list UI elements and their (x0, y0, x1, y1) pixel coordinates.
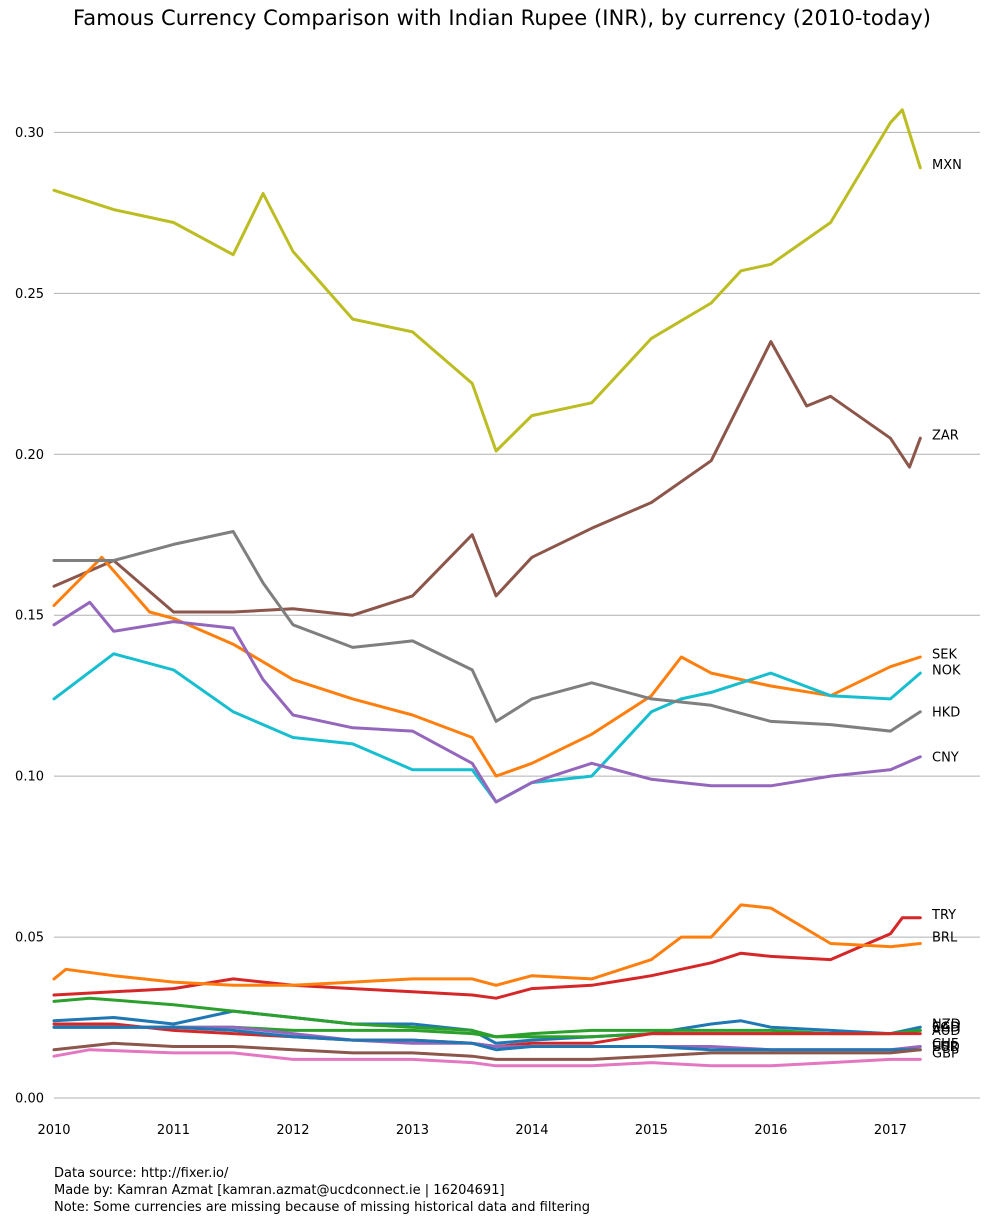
footer-notes: Data source: http://fixer.io/ Made by: K… (54, 1165, 590, 1216)
y-tick-label: 0.05 (15, 931, 44, 946)
series-lines (52, 108, 922, 1068)
series-label-chf: CHF (932, 1037, 958, 1052)
series-line-gbp (52, 1048, 922, 1068)
series-label-sgd: SGD (932, 1021, 960, 1036)
series-label-zar: ZAR (932, 428, 959, 443)
series-label-mxn: MXN (932, 158, 962, 173)
series-line-nok (52, 652, 922, 804)
series-line-eur (52, 1041, 922, 1061)
x-tick-label: 2017 (874, 1123, 907, 1138)
axes: 0.00 0.05 0.10 0.15 0.20 0.25 0.30 2010 2011 2012… (15, 126, 907, 1138)
author-note: Made by: Kamran Azmat [kamran.azmat@ucdc… (54, 1183, 505, 1198)
x-tick-label: 2013 (396, 1123, 429, 1138)
series-label-nzd: NZD (932, 1017, 961, 1032)
series-label-nok: NOK (932, 663, 961, 678)
grid-lines (54, 131, 980, 1099)
x-tick-label: 2010 (37, 1123, 70, 1138)
x-tick-label: 2016 (754, 1123, 787, 1138)
series-line-usd (52, 1025, 922, 1052)
series-line-brl (52, 903, 922, 987)
series-line-try (52, 916, 922, 1000)
series-label-brl: BRL (932, 931, 958, 946)
series-label-hkd: HKD (932, 705, 960, 720)
series-label-gbp: GBP (932, 1046, 959, 1061)
y-tick-label: 0.30 (15, 126, 44, 141)
series-label-usd: USD (932, 1040, 960, 1055)
x-tick-label: 2014 (515, 1123, 548, 1138)
series-label-eur: EUR (932, 1040, 959, 1055)
y-tick-label: 0.00 (15, 1092, 44, 1107)
series-label-sek: SEK (932, 647, 957, 662)
series-label-cad: CAD (932, 1021, 960, 1036)
series-line-nzd (52, 1009, 922, 1045)
x-tick-label: 2011 (157, 1123, 190, 1138)
y-tick-label: 0.10 (15, 770, 44, 785)
y-tick-label: 0.20 (15, 448, 44, 463)
series-line-sek (52, 555, 922, 778)
y-tick-label: 0.25 (15, 287, 44, 302)
chart-title: Famous Currency Comparison with Indian R… (73, 6, 932, 30)
series-line-cny (52, 600, 922, 804)
series-line-zar (52, 340, 922, 617)
missing-data-note: Note: Some currencies are missing becaus… (54, 1200, 591, 1215)
y-tick-label: 0.15 (15, 609, 44, 624)
series-label-aud: AUD (932, 1024, 960, 1039)
series-line-mxn (52, 108, 922, 453)
series-label-cny: CNY (932, 750, 959, 765)
data-source-note: Data source: http://fixer.io/ (54, 1166, 229, 1181)
x-tick-label: 2012 (276, 1123, 309, 1138)
x-tick-label: 2015 (635, 1123, 668, 1138)
series-line-hkd (52, 530, 922, 733)
series-label-try: TRY (931, 908, 956, 923)
